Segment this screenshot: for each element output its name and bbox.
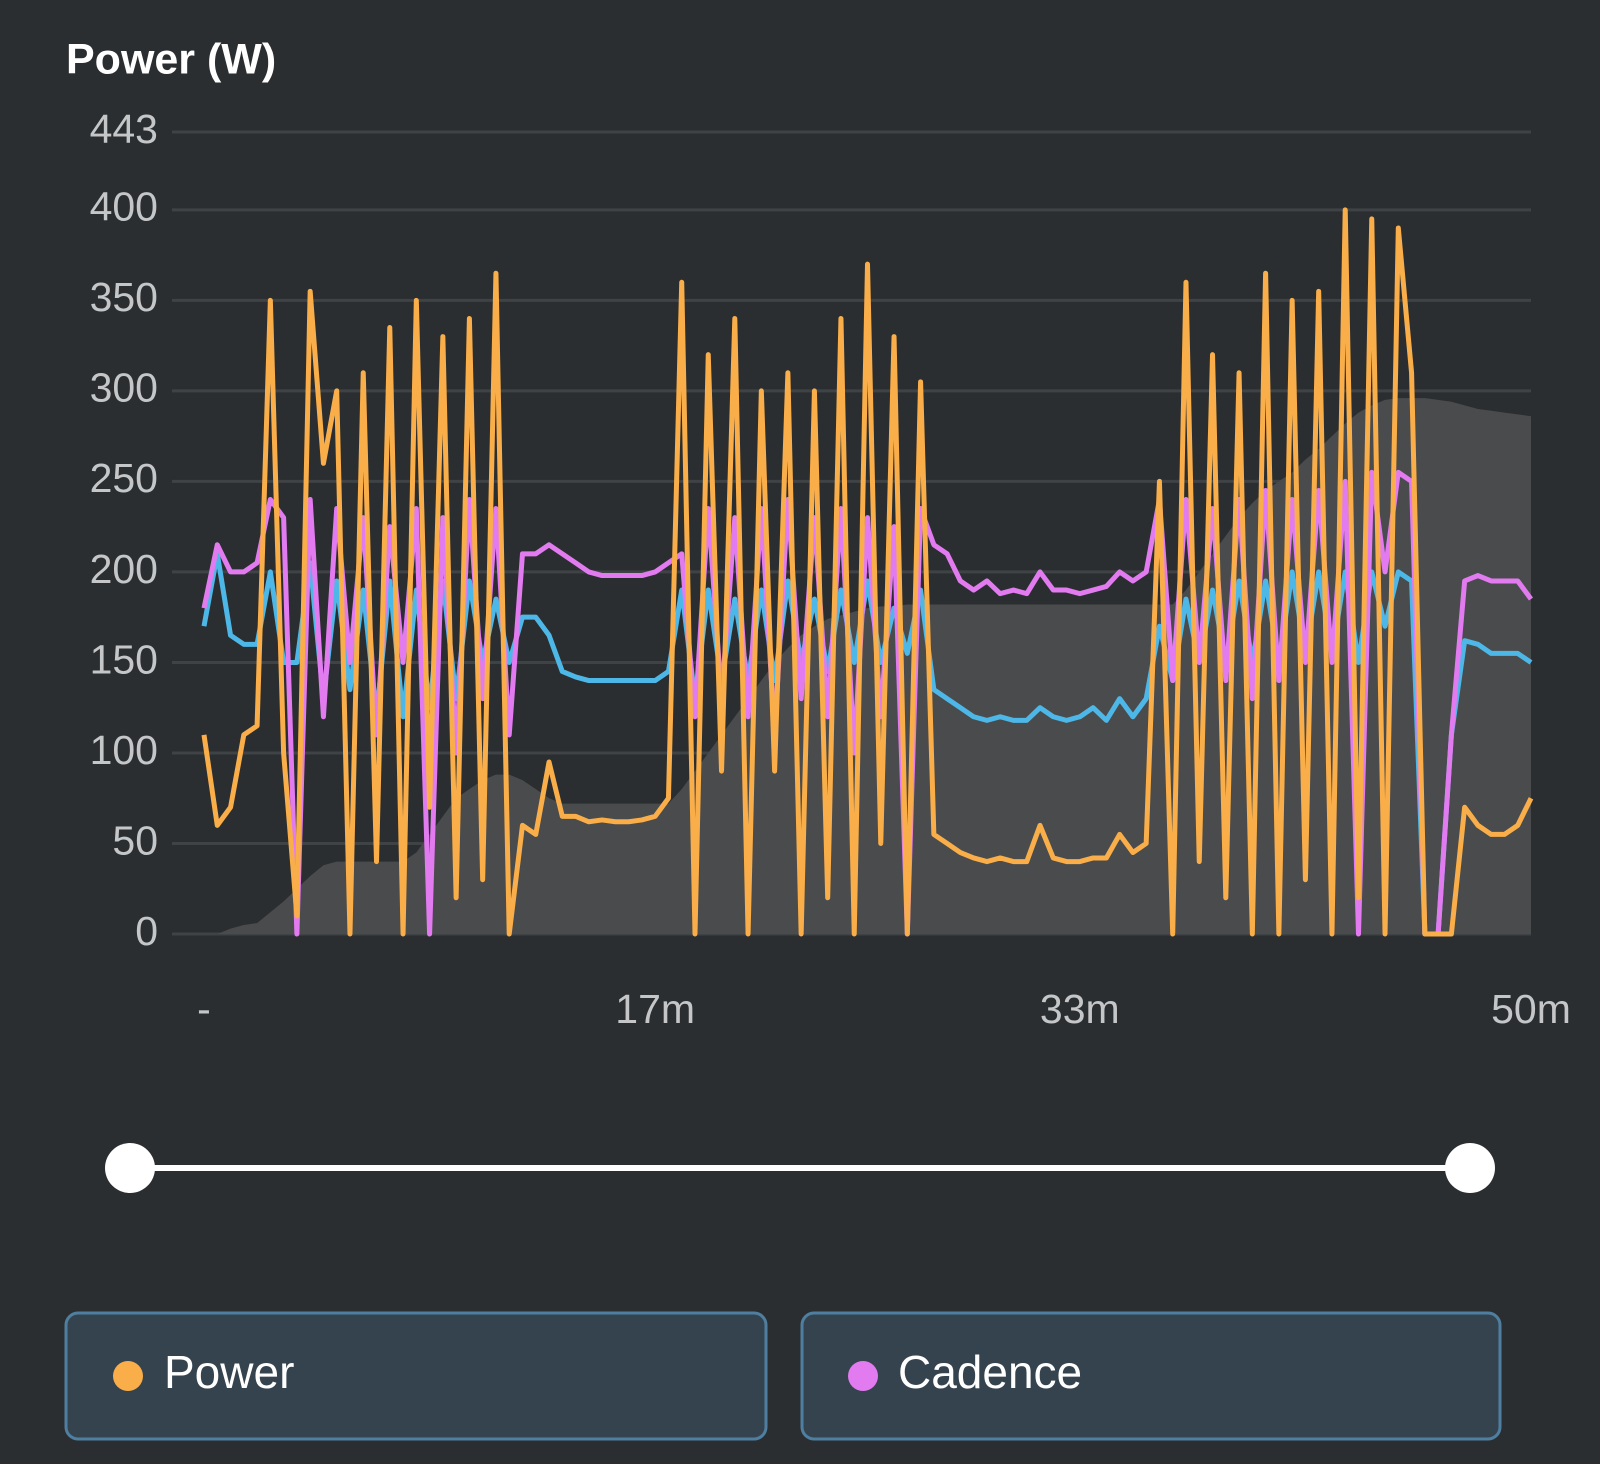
legend-dot [113,1361,143,1391]
x-tick-label: 17m [615,986,695,1032]
y-tick-label: 150 [90,636,158,682]
x-tick-label: 33m [1040,986,1120,1032]
y-tick-label: 200 [90,546,158,592]
x-tick-label: 50m [1491,986,1571,1032]
button[interactable] [64,1311,768,1441]
legend-dot [848,1361,878,1391]
plot: 0 50 100 150 200 250 300 350 400 443 - 17m 33m 50m [90,106,1571,1032]
series-line [201,207,1534,937]
cadence-toggle[interactable]: Cadence [800,1311,1502,1441]
power-toggle[interactable]: Power [64,1311,768,1441]
x-tick-label: - [197,986,211,1032]
range-slider-start-handle[interactable] [105,1143,155,1193]
y-tick-label: 443 [90,106,158,152]
y-tick-label: 400 [90,184,158,230]
y-tick-label: 0 [135,908,158,954]
button[interactable] [800,1311,1502,1441]
legend-label: Cadence [898,1346,1082,1398]
y-tick-label: 100 [90,727,158,773]
y-tick-label: 250 [90,455,158,501]
range-slider-end-handle[interactable] [1445,1143,1495,1193]
chart-title: Power (W) [66,35,276,83]
y-tick-label: 350 [90,274,158,320]
legend-label: Power [164,1346,294,1398]
y-tick-label: 300 [90,365,158,411]
y-tick-label: 50 [112,817,158,863]
